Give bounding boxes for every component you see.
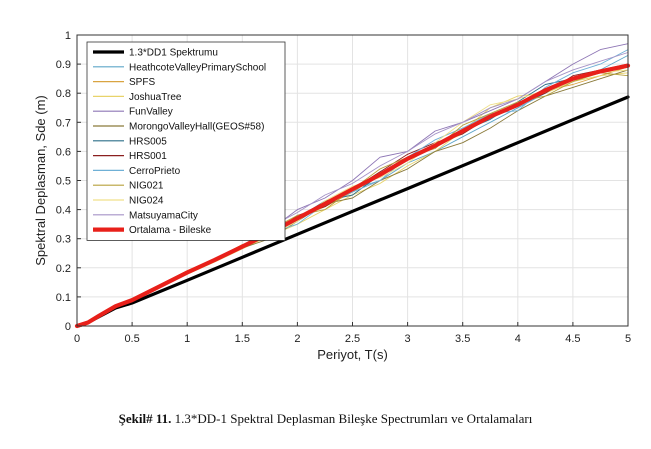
figure-caption-text: 1.3*DD-1 Spektral Deplasman Bileşke Spec… bbox=[171, 411, 533, 426]
y-tick-label: 0 bbox=[65, 321, 71, 333]
x-tick-label: 3 bbox=[405, 333, 411, 345]
x-tick-label: 1 bbox=[184, 333, 190, 345]
legend-entry-label: HRS001 bbox=[129, 151, 167, 162]
legend-entry-label: Ortalama - Bileske bbox=[129, 225, 212, 236]
y-tick-label: 0.5 bbox=[56, 176, 71, 188]
y-tick-label: 0.6 bbox=[56, 146, 71, 158]
y-tick-label: 1 bbox=[65, 30, 71, 42]
y-tick-label: 0.3 bbox=[56, 234, 71, 246]
x-tick-label: 1.5 bbox=[235, 333, 250, 345]
legend-entry-label: HeathcoteValleyPrimarySchool bbox=[129, 62, 266, 73]
y-tick-label: 0.8 bbox=[56, 88, 71, 100]
series-line-12 bbox=[74, 63, 631, 329]
y-axis-label: Spektral Deplasman, Sde (m) bbox=[33, 95, 48, 266]
figure-caption-label: Şekil# 11. bbox=[118, 411, 172, 426]
legend-entry-label: NIG021 bbox=[129, 181, 164, 192]
legend-entry-label: MatsuyamaCity bbox=[129, 210, 198, 221]
series-lines bbox=[74, 43, 631, 329]
x-tick-label: 0.5 bbox=[124, 333, 139, 345]
legend-entry-label: SPFS bbox=[129, 77, 155, 88]
y-tick-label: 0.7 bbox=[56, 117, 71, 129]
x-tick-label: 3.5 bbox=[455, 333, 470, 345]
figure-caption: Şekil# 11. 1.3*DD-1 Spektral Deplasman B… bbox=[0, 411, 651, 427]
legend-entry-label: JoshuaTree bbox=[129, 92, 182, 103]
y-tick-label: 0.4 bbox=[56, 205, 71, 217]
legend-entry-label: 1.3*DD1 Spektrumu bbox=[129, 48, 218, 59]
axis-ticks: 0 0.5 1 1.5 2 2.5 3 3.5 4 4.5 5 0 0.1 0.2 0.3 0.4 0.5 0.6… bbox=[56, 30, 631, 345]
y-tick-label: 0.9 bbox=[56, 59, 71, 71]
legend-entry-label: NIG024 bbox=[129, 196, 164, 207]
x-tick-label: 4 bbox=[515, 333, 521, 345]
y-tick-label: 0.1 bbox=[56, 292, 71, 304]
x-tick-label: 0 bbox=[74, 333, 80, 345]
x-tick-label: 2 bbox=[294, 333, 300, 345]
y-tick-label: 0.2 bbox=[56, 263, 71, 275]
x-axis-label: Periyot, T(s) bbox=[317, 347, 388, 362]
legend-entry-label: HRS005 bbox=[129, 136, 167, 147]
legend-entry-label: CerroPrieto bbox=[129, 166, 181, 177]
legend-entry-label: MorongoValleyHall(GEOS#58) bbox=[129, 122, 264, 133]
legend: 1.3*DD1 Spektrumu HeathcoteValleyPrimaryS… bbox=[86, 41, 286, 241]
legend-entry-label: FunValley bbox=[129, 107, 173, 118]
x-tick-label: 5 bbox=[625, 333, 631, 345]
x-tick-label: 4.5 bbox=[565, 333, 580, 345]
x-tick-label: 2.5 bbox=[345, 333, 360, 345]
